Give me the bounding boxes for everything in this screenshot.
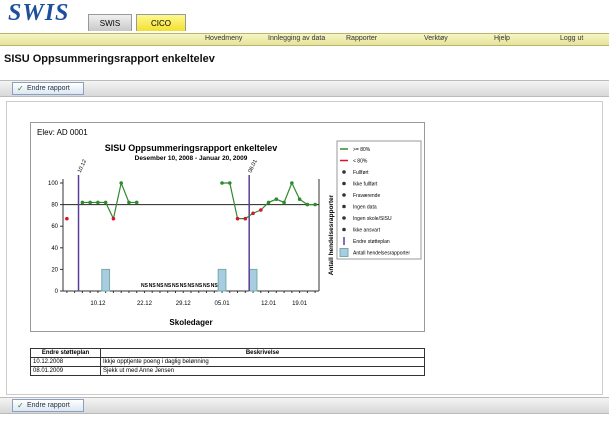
point	[96, 200, 100, 205]
legend-symbol	[342, 216, 346, 220]
ns-label: NS	[195, 283, 203, 289]
chart: Elev: AD 0001 SISU Oppsummeringsrapport e…	[30, 122, 425, 332]
ns-label: NS	[188, 283, 196, 289]
legend-symbol	[342, 204, 346, 209]
legend-label: Antall hendelsesrapporter	[353, 251, 410, 257]
legend-symbol	[342, 181, 346, 186]
legend-symbol	[339, 248, 349, 257]
ns-label: NS	[164, 283, 172, 289]
bar	[217, 268, 227, 292]
ns-label: NS	[172, 283, 180, 289]
ns-label: NS	[149, 283, 157, 289]
table-header: Beskrivelse	[100, 348, 425, 358]
ns-label: NS	[203, 283, 211, 289]
point	[119, 181, 123, 185]
ns-label: NS	[180, 283, 188, 289]
y-tick-label: 0	[55, 289, 59, 295]
point	[235, 216, 240, 221]
table-header: Endre støtteplan	[30, 348, 101, 358]
nav-item[interactable]: Hovedmeny	[205, 35, 243, 42]
button[interactable]: Endre rapport	[12, 82, 84, 95]
legend-box	[336, 140, 422, 260]
page-title: SISU Oppsummeringsrapport enkeltelev	[4, 53, 215, 65]
nav-bar: Hovedmeny Innlegging av data Rapporter V…	[0, 33, 609, 46]
nav-item[interactable]: Hjelp	[494, 35, 510, 42]
student-label: Elev: AD 0001	[37, 128, 88, 137]
table-cell: 10.12.2008	[30, 357, 101, 367]
bar	[248, 268, 258, 292]
phase-label: 08.01	[248, 159, 259, 174]
chart-title: SISU Oppsummeringsrapport enkeltelev	[105, 143, 278, 153]
chart-subtitle: Desember 10, 2008 - Januar 20, 2009	[135, 155, 248, 162]
y2-axis-label: Antall hendelsesrapporter	[328, 194, 335, 275]
x-tick-label: 10.12	[90, 301, 106, 307]
point	[80, 200, 85, 205]
x-tick-label: 19.01	[292, 301, 308, 307]
legend-label: Fullført	[353, 170, 369, 176]
point	[313, 202, 317, 207]
point	[227, 181, 232, 185]
point	[259, 208, 263, 212]
point	[243, 216, 248, 221]
logo: SWIS	[8, 0, 70, 26]
x-tick-label: 12.01	[261, 301, 277, 307]
point	[290, 181, 294, 185]
ns-label: NS	[156, 283, 164, 289]
point	[251, 211, 255, 216]
point	[103, 200, 108, 205]
legend-label: >= 80%	[353, 147, 371, 153]
legend-label: Ikke ansvart	[353, 228, 381, 234]
point	[266, 200, 271, 205]
ns-label: NS	[211, 283, 219, 289]
table-cell: 08.01.2009	[30, 366, 101, 376]
legend-label: Ingen data	[353, 205, 377, 211]
tab[interactable]: SWIS	[88, 14, 132, 31]
table-cell: Ikkje opptjente poeng i daglig belønning	[100, 357, 425, 367]
ns-label: NS	[141, 283, 149, 289]
y-tick-label: 60	[51, 224, 58, 230]
table-cell: Sjekk ut med Anne Jensen	[100, 366, 425, 376]
y-tick-label: 40	[51, 246, 58, 252]
point	[134, 200, 139, 205]
legend-label: Endre støtteplan	[353, 239, 390, 245]
x-tick-label: 29.12	[176, 301, 192, 307]
y-tick-label: 80	[51, 203, 58, 209]
y-tick-label: 100	[48, 181, 59, 187]
table: Endre støtteplan Beskrivelse 10.12.2008 Ik…	[30, 348, 425, 376]
x-axis-label: Skoledager	[169, 318, 212, 327]
point	[127, 200, 131, 205]
toolbar	[0, 80, 609, 97]
button[interactable]: Endre rapport	[12, 399, 84, 412]
tab[interactable]: CICO	[136, 14, 186, 31]
legend-symbol	[342, 227, 346, 232]
nav-item[interactable]: Rapporter	[346, 35, 378, 42]
point	[111, 216, 116, 221]
y-tick-label: 20	[51, 267, 58, 273]
point	[305, 202, 310, 207]
nav-item[interactable]: Verktøy	[424, 35, 448, 42]
toolbar	[0, 397, 609, 414]
nav-item[interactable]: Logg ut	[560, 35, 584, 42]
legend-label: Ingen skole/SISU	[353, 216, 392, 222]
point	[220, 181, 224, 185]
point	[274, 197, 279, 201]
point	[65, 216, 69, 221]
legend-label: < 80%	[353, 159, 368, 165]
bar	[101, 268, 111, 292]
legend-symbol	[342, 193, 346, 197]
point	[297, 197, 302, 201]
phase-label: 10.12	[77, 159, 88, 174]
point	[282, 200, 286, 205]
legend-label: Fraværende	[353, 193, 380, 199]
point	[88, 200, 92, 205]
nav-item[interactable]: Innlegging av data	[268, 35, 326, 42]
x-tick-label: 22.12	[137, 301, 153, 307]
legend-symbol	[342, 170, 346, 174]
x-tick-label: 05.01	[215, 301, 231, 307]
legend-label: Ikke fullført	[353, 182, 378, 188]
